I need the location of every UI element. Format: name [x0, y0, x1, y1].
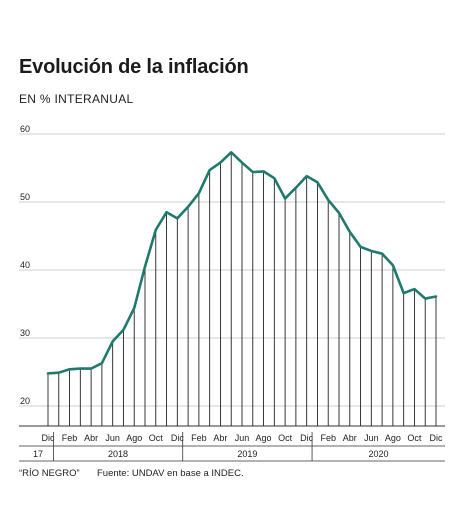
x-tick-label: Dic: [300, 433, 313, 443]
x-tick-label: Ago: [256, 433, 272, 443]
x-tick-label: Dic: [171, 433, 184, 443]
y-tick-label: 50: [20, 192, 30, 202]
y-tick-label: 30: [20, 328, 30, 338]
x-tick-label: Abr: [343, 433, 357, 443]
x-tick-label: Feb: [320, 433, 336, 443]
y-tick-label: 60: [20, 124, 30, 134]
inflation-series-line: [46, 151, 438, 375]
x-tick-label: Oct: [278, 433, 293, 443]
x-tick-label: Jun: [364, 433, 379, 443]
x-tick-label: Abr: [84, 433, 98, 443]
year-label: 2019: [237, 449, 257, 459]
chart-title: Evolución de la inflación: [19, 56, 249, 78]
chart-subtitle: EN % INTERANUAL: [19, 92, 134, 106]
x-tick-label: Dic: [42, 433, 55, 443]
credit-text: “RÍO NEGRO”: [19, 468, 80, 479]
y-tick-label: 20: [20, 396, 30, 406]
x-tick-label: Feb: [62, 433, 78, 443]
y-tick-label: 40: [20, 260, 30, 270]
x-tick-label: Dic: [430, 433, 443, 443]
year-label: 17: [33, 449, 43, 459]
x-tick-label: Abr: [213, 433, 227, 443]
source-text: Fuente: UNDAV en base a INDEC.: [97, 468, 244, 479]
year-label: 2020: [369, 449, 389, 459]
x-tick-label: Ago: [126, 433, 142, 443]
x-tick-label: Ago: [385, 433, 401, 443]
year-label: 2018: [108, 449, 128, 459]
x-tick-label: Oct: [149, 433, 164, 443]
x-tick-label: Oct: [407, 433, 422, 443]
x-tick-label: Feb: [191, 433, 207, 443]
x-tick-label: Jun: [235, 433, 250, 443]
x-tick-label: Jun: [105, 433, 120, 443]
